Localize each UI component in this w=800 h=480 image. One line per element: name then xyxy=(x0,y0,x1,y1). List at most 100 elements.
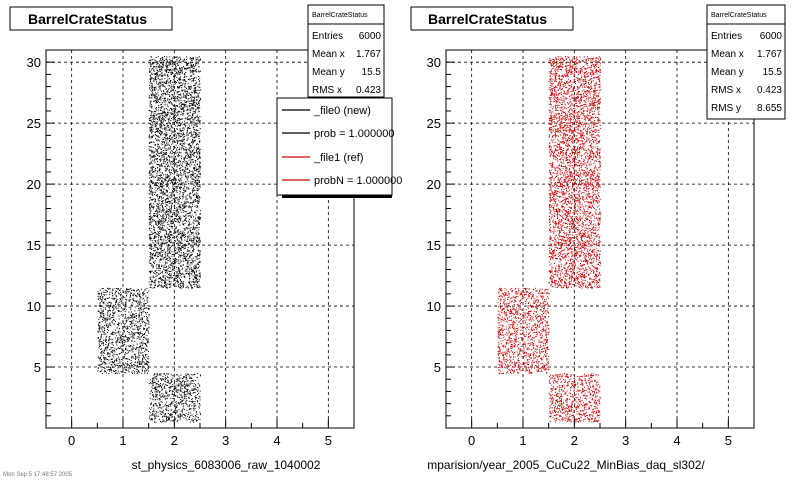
data-point xyxy=(192,275,194,277)
data-point xyxy=(109,354,111,356)
data-point xyxy=(141,349,142,351)
data-point xyxy=(119,361,121,363)
data-point xyxy=(162,223,164,225)
data-point xyxy=(168,220,170,222)
data-point xyxy=(195,77,197,79)
data-point xyxy=(171,203,173,205)
data-point xyxy=(121,338,123,340)
data-point xyxy=(162,265,164,267)
data-point xyxy=(98,328,100,330)
data-point xyxy=(151,264,153,266)
data-point xyxy=(106,354,108,356)
data-point xyxy=(164,385,166,387)
data-point xyxy=(190,134,192,136)
data-point xyxy=(119,346,121,348)
data-point xyxy=(196,170,198,172)
data-point xyxy=(127,358,129,360)
data-point xyxy=(193,240,195,242)
data-point xyxy=(161,153,163,155)
data-point xyxy=(149,228,150,230)
data-point xyxy=(191,159,193,161)
data-point xyxy=(161,210,163,212)
data-point xyxy=(196,241,198,243)
data-point xyxy=(182,286,184,288)
data-point xyxy=(179,72,181,74)
data-point xyxy=(104,362,106,363)
data-point xyxy=(149,393,151,395)
data-point xyxy=(192,260,194,262)
data-point xyxy=(180,285,182,287)
data-point xyxy=(159,394,161,396)
data-point xyxy=(166,405,167,407)
data-point xyxy=(157,248,159,250)
data-point xyxy=(156,215,157,217)
data-point xyxy=(170,257,171,259)
data-point xyxy=(168,101,169,103)
data-point xyxy=(128,299,130,301)
data-point xyxy=(99,359,101,361)
data-point xyxy=(157,70,158,72)
data-point xyxy=(167,126,169,128)
data-point xyxy=(142,334,144,336)
data-point xyxy=(179,382,181,384)
data-point xyxy=(197,190,199,192)
data-point xyxy=(144,363,146,365)
data-point xyxy=(180,76,182,78)
data-point xyxy=(177,221,179,223)
data-point xyxy=(166,159,168,160)
data-point xyxy=(178,162,180,163)
data-point xyxy=(103,332,105,333)
data-point xyxy=(185,126,186,128)
data-point xyxy=(170,139,172,141)
data-point xyxy=(128,291,130,293)
data-point xyxy=(181,84,183,86)
data-point xyxy=(136,347,138,349)
data-point xyxy=(131,357,133,359)
data-point xyxy=(179,193,181,195)
data-point xyxy=(154,215,156,216)
data-point xyxy=(187,286,189,288)
data-point xyxy=(143,347,145,349)
data-point xyxy=(183,257,185,259)
data-point xyxy=(186,373,188,375)
data-point xyxy=(154,387,156,389)
data-point xyxy=(189,408,191,410)
data-point xyxy=(195,395,197,397)
data-point xyxy=(143,320,145,322)
data-point xyxy=(192,269,194,271)
data-point xyxy=(157,212,159,214)
data-point xyxy=(181,108,183,109)
data-point xyxy=(160,286,162,288)
data-point xyxy=(100,315,102,317)
data-point xyxy=(196,227,198,229)
data-point xyxy=(177,405,179,407)
data-point xyxy=(161,67,163,69)
data-point xyxy=(151,97,153,99)
data-point xyxy=(180,261,182,263)
data-point xyxy=(182,144,183,146)
data-point xyxy=(146,328,148,330)
data-point xyxy=(195,133,197,135)
data-point xyxy=(155,403,157,405)
data-point xyxy=(196,413,198,415)
data-point xyxy=(147,340,149,342)
data-point xyxy=(194,124,196,126)
data-point xyxy=(179,271,181,273)
data-point xyxy=(165,231,167,233)
data-point xyxy=(126,349,128,351)
data-point xyxy=(140,304,142,306)
data-point xyxy=(189,143,191,145)
data-point xyxy=(163,150,164,151)
data-point xyxy=(110,333,112,335)
data-point xyxy=(184,245,186,247)
data-point xyxy=(125,348,127,350)
data-point xyxy=(173,168,175,170)
data-point xyxy=(149,222,151,224)
data-point xyxy=(127,288,129,290)
data-point xyxy=(174,409,176,411)
data-point xyxy=(152,122,154,124)
data-point xyxy=(161,388,163,390)
data-point xyxy=(113,312,115,314)
data-point xyxy=(171,60,173,62)
data-point xyxy=(130,311,132,313)
